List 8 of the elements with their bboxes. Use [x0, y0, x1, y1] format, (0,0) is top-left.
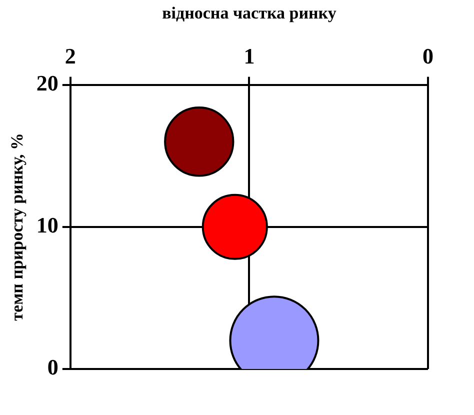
y-tick-label: 20 — [36, 70, 58, 96]
y-axis-title: темп приросту ринку, % — [8, 132, 27, 321]
x-tick-label: 1 — [244, 43, 255, 68]
y-tick-label: 0 — [47, 354, 58, 380]
x-axis-title: відносна частка ринку — [162, 4, 337, 23]
x-tick-label: 0 — [422, 43, 434, 68]
x-tick-label: 2 — [64, 43, 76, 68]
y-tick-label: 10 — [36, 212, 58, 238]
